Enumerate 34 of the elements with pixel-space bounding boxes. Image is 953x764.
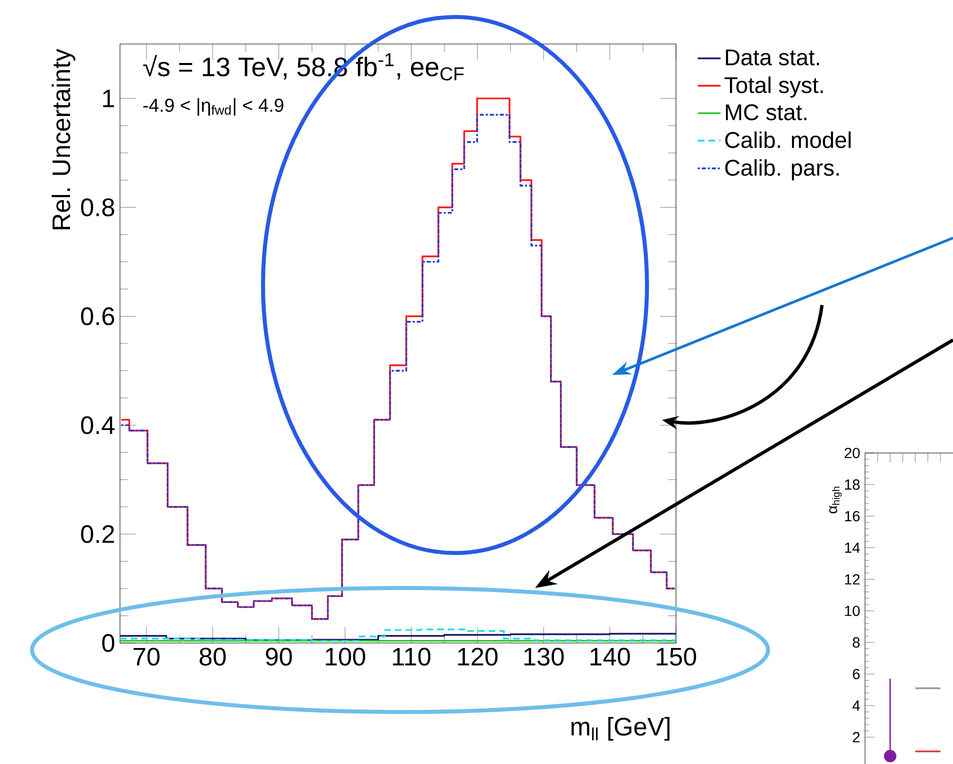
x-tick-label: 130 [524,648,564,666]
annotation: -4.9 < |η$_{fwd}$| < 4.9 [143,98,284,116]
y-axis-title: Rel. Uncertainty [52,48,76,230]
y-tick-label: 2 [852,732,860,742]
x-tick-label: 110 [392,648,430,666]
legend-label: Data stat. [726,50,820,66]
x-tick-label: 70 [134,648,160,666]
y-tick-label: 0.6 [81,307,114,326]
y-tick-label: 0 [102,634,114,652]
legend-label: MC stat. [726,104,806,120]
y-tick-label: 18 [845,479,860,490]
x-tick-label: 140 [590,648,630,666]
y-tick-label: 16 [845,510,860,522]
legend-label: Calib. model [725,131,851,148]
x-axis-title: m$_{ll}$ [GeV] [571,717,670,741]
legend-label: Total syst. [724,76,823,98]
y-tick-label: 0.2 [81,525,114,544]
y-tick-label: 0.8 [81,198,114,216]
y-axis-title: α$_{high}$ [829,486,842,514]
x-tick-label: 120 [458,648,498,666]
y-tick-label: 6 [852,668,860,680]
y-tick-label: 20 [844,448,860,458]
y-tick-label: 14 [845,542,860,553]
y-tick-label: 0.4 [81,416,115,434]
x-tick-label: 90 [266,648,292,666]
x-tick-label: 80 [200,648,226,666]
y-tick-label: 4 [852,700,860,711]
y-tick-label: 8 [852,637,860,648]
y-tick-label: 1 [103,90,114,108]
legend-label: Calib. pars. [725,159,839,180]
y-tick-label: 12 [845,574,860,584]
x-tick-label: 150 [656,648,696,666]
x-tick-label: 100 [326,648,366,666]
y-tick-label: 10 [845,606,860,616]
